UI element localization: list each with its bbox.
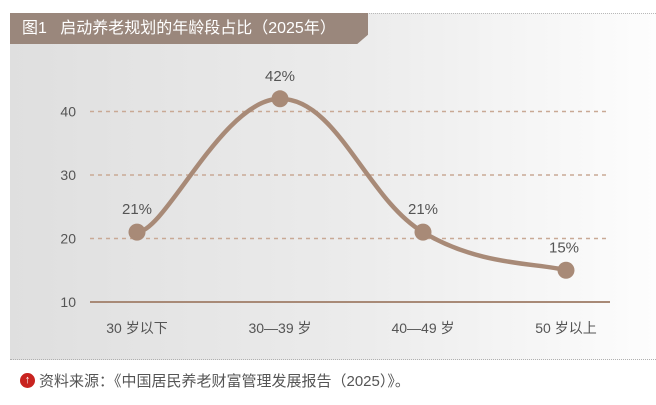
data-point — [271, 90, 289, 108]
x-tick-label: 50 岁以上 — [535, 320, 596, 336]
chart-title: 图1 启动养老规划的年龄段占比（2025年） — [10, 13, 368, 44]
data-label: 21% — [408, 201, 438, 218]
x-tick-label: 30—39 岁 — [248, 320, 311, 336]
y-tick-label: 10 — [60, 294, 76, 310]
x-tick-label: 40—49 岁 — [391, 320, 454, 336]
data-label: 21% — [122, 201, 152, 218]
y-tick-label: 40 — [60, 104, 76, 120]
data-point — [557, 261, 575, 279]
x-tick-label: 30 岁以下 — [106, 320, 167, 336]
y-tick-label: 30 — [60, 167, 76, 183]
data-point — [414, 223, 432, 241]
source-text: 资料来源：《中国居民养老财富管理发展报告（2025）》。 — [39, 373, 410, 390]
arrow-up-icon: ↑ — [20, 373, 35, 388]
series-line — [136, 96, 567, 273]
source-note: ↑ 资料来源：《中国居民养老财富管理发展报告（2025）》。 — [20, 370, 410, 391]
data-point — [128, 223, 146, 241]
data-label: 42% — [265, 68, 295, 85]
y-tick-label: 20 — [60, 231, 76, 247]
data-label: 15% — [549, 239, 579, 256]
